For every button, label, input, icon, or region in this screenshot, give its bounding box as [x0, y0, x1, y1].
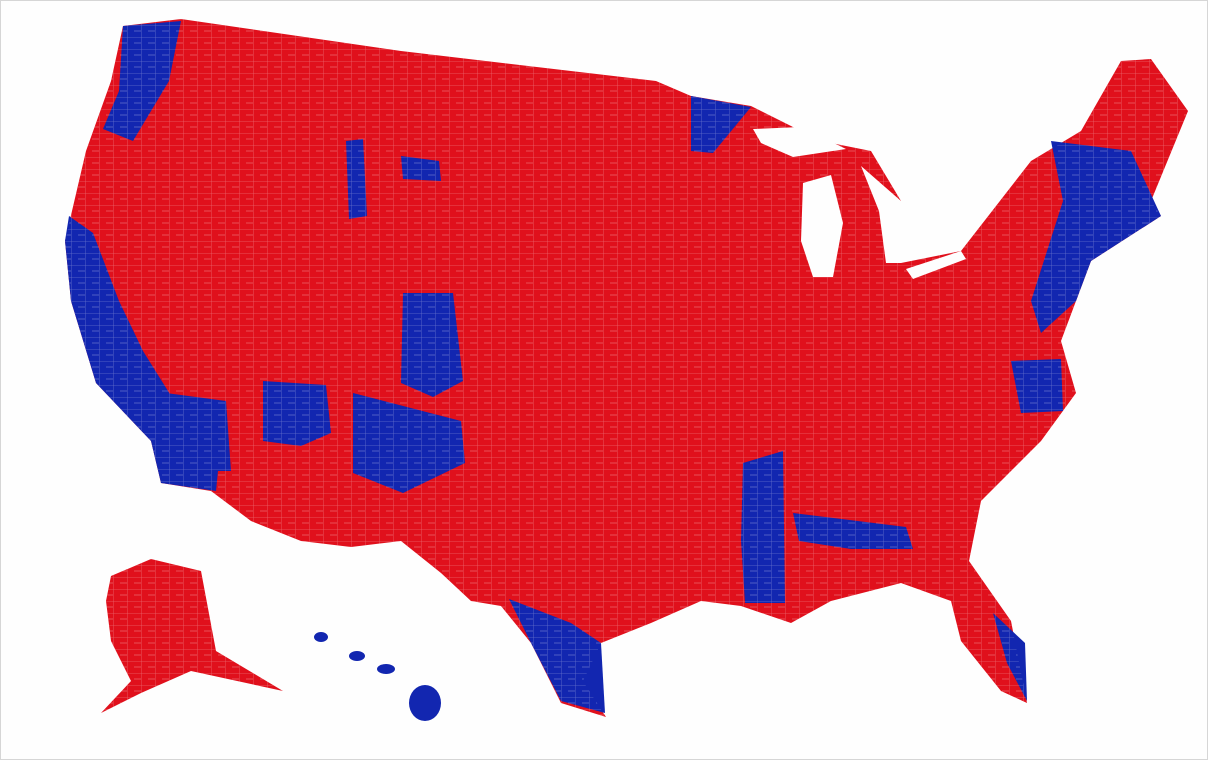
- lake-michigan: [801, 175, 843, 277]
- hawaii-island: [314, 632, 328, 642]
- hawaii-island: [349, 651, 365, 661]
- lake-huron: [861, 166, 901, 263]
- county-texture: [65, 19, 1188, 717]
- alaska-texture: [101, 559, 283, 713]
- hawaii-island: [377, 664, 395, 674]
- lake-superior: [753, 127, 846, 157]
- lake-erie: [906, 251, 966, 279]
- hawaii-island: [409, 685, 441, 721]
